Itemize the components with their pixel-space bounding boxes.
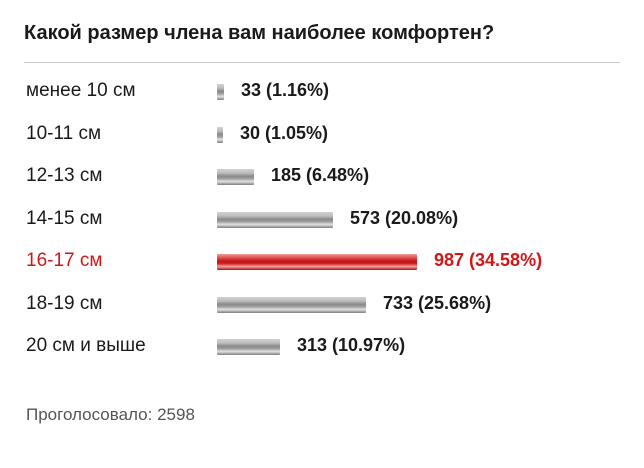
poll-value-label: 185 (6.48%) (271, 165, 370, 185)
poll-option-label: 20 см и выше (26, 335, 146, 356)
poll-row: 18-19 см 733 (25.68%) (0, 285, 644, 328)
poll-row: 12-13 см 185 (6.48%) (0, 157, 644, 200)
poll-option-label: 16-17 см (26, 250, 103, 271)
poll-row: 14-15 см 573 (20.08%) (0, 200, 644, 243)
poll-option-label: 18-19 см (26, 292, 103, 314)
poll-bar (217, 126, 223, 143)
poll-value-label: 313 (10.97%) (297, 335, 406, 355)
poll-option-label: 10-11 см (26, 122, 102, 144)
vote-total-label: Проголосовало: (26, 405, 153, 424)
poll-bar (217, 254, 417, 270)
poll-value-label: 733 (25.68%) (383, 292, 492, 313)
poll-row: 16-17 см 987 (34.58%) (0, 242, 644, 285)
poll-bar (217, 211, 333, 228)
poll-results: менее 10 см 33 (1.16%) 10-11 см 30 (1.05%) 1… (0, 72, 644, 370)
poll-value-label: 33 (1.16%) (241, 80, 330, 100)
poll-row: 20 см и выше 313 (10.97%) (0, 327, 644, 370)
poll-title: Какой размер члена вам наиболее комфорте… (24, 22, 495, 44)
poll-option-label: 12-13 см (26, 165, 103, 186)
poll-bar (217, 84, 224, 100)
poll-row: 10-11 см 30 (1.05%) (0, 115, 644, 158)
poll-bar (217, 169, 254, 185)
poll-bar (217, 339, 280, 355)
vote-total-value: 2598 (157, 405, 195, 424)
poll-value-label: 987 (34.58%) (434, 250, 543, 270)
poll-value-label: 573 (20.08%) (350, 207, 459, 228)
vote-total: Проголосовало: 2598 (26, 405, 195, 425)
title-divider (24, 62, 620, 63)
poll-value-label: 30 (1.05%) (240, 122, 329, 143)
poll-option-label: 14-15 см (26, 207, 103, 229)
poll-row: менее 10 см 33 (1.16%) (0, 72, 644, 115)
poll-option-label: менее 10 см (26, 80, 136, 101)
poll-bar (217, 296, 366, 313)
